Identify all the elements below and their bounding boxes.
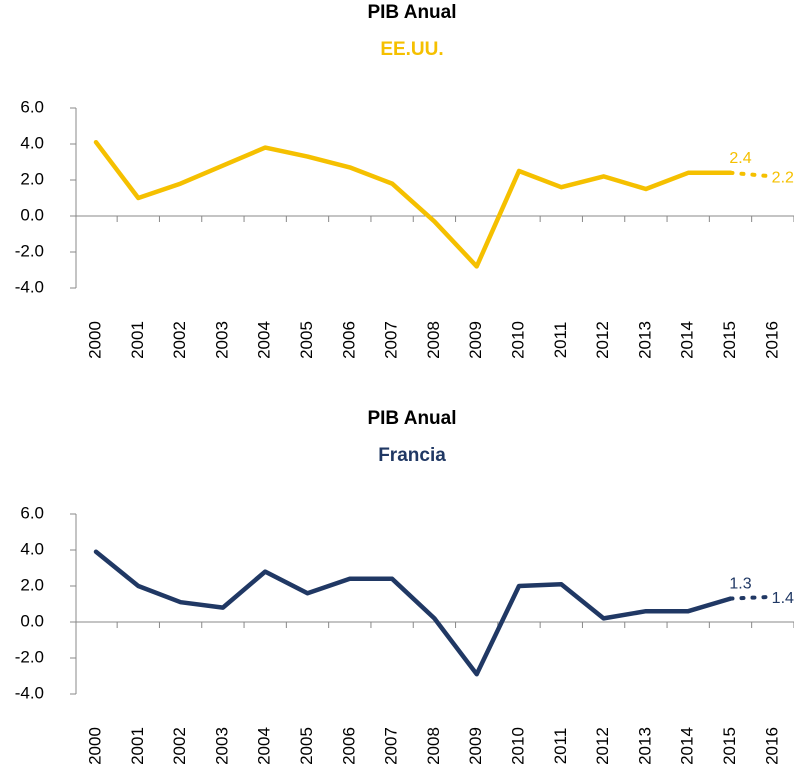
- x-tick-label: 2000: [85, 321, 104, 359]
- data-label: 2.4: [729, 150, 751, 167]
- x-tick-label: 2004: [255, 321, 274, 359]
- y-tick-label: 2.0: [20, 169, 44, 188]
- y-tick-label: -4.0: [15, 277, 44, 296]
- x-tick-label: 2008: [424, 321, 443, 359]
- line: [93, 549, 733, 677]
- x-tick-label: 2008: [424, 727, 443, 765]
- x-tick-label: 2016: [762, 727, 781, 765]
- x-tick-label: 2011: [551, 322, 570, 359]
- y-tick-label: 4.0: [20, 539, 44, 558]
- y-tick-label: 0.0: [20, 205, 44, 224]
- y-tick-label: 4.0: [20, 133, 44, 152]
- line: [728, 170, 775, 179]
- x-tick-label: 2012: [593, 727, 612, 765]
- x-tick-label: 2016: [762, 321, 781, 359]
- x-tick-label: 2014: [678, 727, 697, 765]
- x-tick-label: 2005: [297, 727, 316, 765]
- x-tick-label: 2004: [255, 727, 274, 765]
- chart-title: PIB Anual: [367, 408, 456, 429]
- x-tick-label: 2007: [382, 727, 401, 765]
- x-tick-label: 2006: [339, 321, 358, 359]
- x-tick-label: 2014: [678, 321, 697, 359]
- x-tick-label: 2015: [720, 321, 739, 359]
- x-tick-label: 2010: [508, 727, 527, 765]
- y-tick-label: -4.0: [15, 683, 44, 702]
- x-tick-label: 2012: [593, 321, 612, 359]
- chart-title: PIB Anual: [367, 2, 456, 23]
- x-tick-label: 2011: [551, 728, 570, 765]
- x-tick-label: 2005: [297, 321, 316, 359]
- data-label: 2.2: [772, 169, 794, 186]
- y-tick-label: 0.0: [20, 611, 44, 630]
- x-tick-label: 2010: [508, 321, 527, 359]
- x-tick-label: 2001: [128, 321, 147, 359]
- y-tick-label: 6.0: [20, 97, 44, 116]
- x-tick-label: 2006: [339, 727, 358, 765]
- data-label: 1.4: [772, 590, 794, 607]
- x-tick-label: 2015: [720, 727, 739, 765]
- y-tick-label: -2.0: [15, 241, 44, 260]
- y-tick-label: 2.0: [20, 575, 44, 594]
- chart-subtitle: EE.UU.: [380, 39, 443, 60]
- x-tick-label: 2003: [212, 321, 231, 359]
- x-tick-label: 2009: [466, 727, 485, 765]
- line: [728, 594, 775, 601]
- y-tick-label: -2.0: [15, 647, 44, 666]
- x-tick-label: 2001: [128, 727, 147, 765]
- x-tick-label: 2003: [212, 727, 231, 765]
- y-tick-label: 6.0: [20, 503, 44, 522]
- data-label: 1.3: [729, 576, 751, 593]
- x-tick-label: 2013: [635, 321, 654, 359]
- x-tick-label: 2002: [170, 727, 189, 765]
- chart-subtitle: Francia: [378, 445, 446, 466]
- x-tick-label: 2013: [635, 727, 654, 765]
- x-tick-label: 2002: [170, 321, 189, 359]
- x-tick-label: 2009: [466, 321, 485, 359]
- x-tick-label: 2007: [382, 321, 401, 359]
- x-tick-label: 2000: [85, 727, 104, 765]
- line: [93, 139, 733, 269]
